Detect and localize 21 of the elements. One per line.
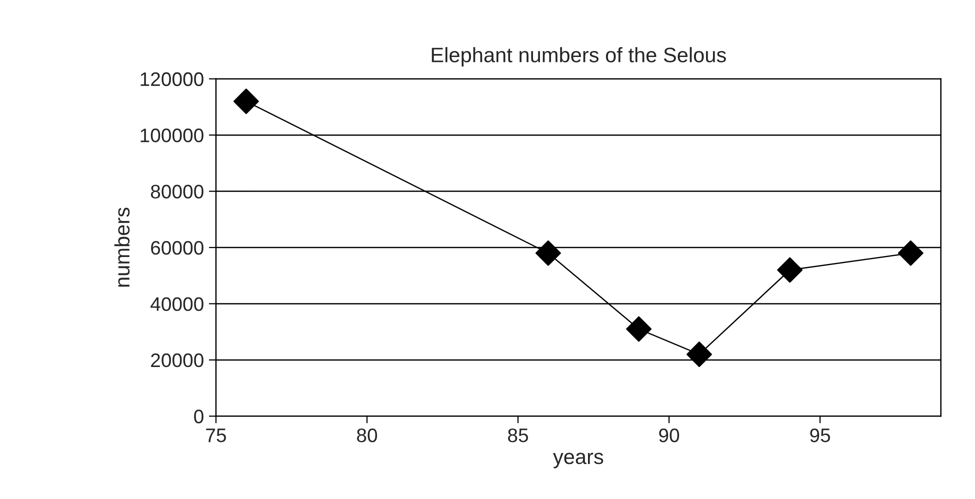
x-tick-label: 75 (206, 428, 226, 442)
chart-title: Elephant numbers of the Selous (432, 47, 726, 66)
x-axis-title: years (553, 452, 604, 468)
x-tick-label: 95 (810, 428, 830, 442)
point (686, 342, 712, 368)
y-tick-label: 120000 (140, 72, 204, 86)
y-tick-label: 80000 (150, 184, 204, 199)
y-axis-title: numbers (114, 208, 130, 287)
point (777, 257, 803, 283)
y-tick-label: 100000 (140, 128, 204, 142)
y-tick-label: 60000 (151, 240, 204, 255)
point (233, 88, 259, 114)
x-tick-label: 80 (357, 428, 378, 442)
y-tick-label: 0 (194, 410, 204, 424)
x-tick-label: 90 (659, 428, 680, 442)
point (535, 240, 561, 266)
x-tick-label: 85 (508, 428, 528, 442)
point (626, 316, 652, 342)
y-tick-label: 40000 (150, 297, 204, 311)
point (898, 240, 924, 266)
y-tick-label: 20000 (151, 353, 204, 368)
